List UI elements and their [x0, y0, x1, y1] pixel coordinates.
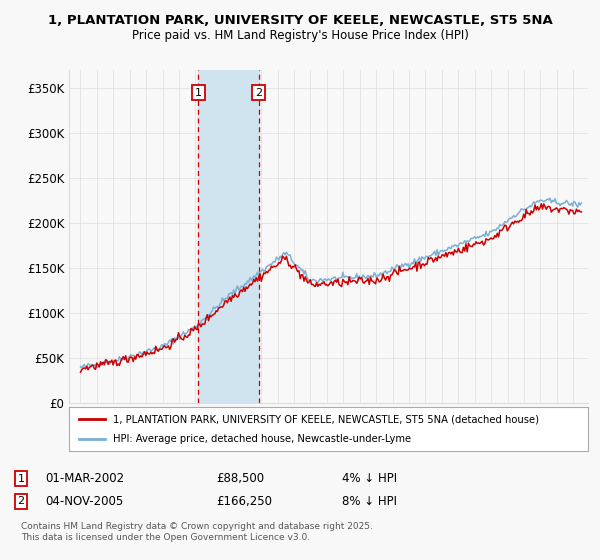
Text: Contains HM Land Registry data © Crown copyright and database right 2025.: Contains HM Land Registry data © Crown c… [21, 522, 373, 531]
Text: 1, PLANTATION PARK, UNIVERSITY OF KEELE, NEWCASTLE, ST5 5NA: 1, PLANTATION PARK, UNIVERSITY OF KEELE,… [47, 14, 553, 27]
Text: £166,250: £166,250 [216, 494, 272, 508]
Text: 1, PLANTATION PARK, UNIVERSITY OF KEELE, NEWCASTLE, ST5 5NA (detached house): 1, PLANTATION PARK, UNIVERSITY OF KEELE,… [113, 414, 539, 424]
Text: 2: 2 [17, 496, 25, 506]
Text: 01-MAR-2002: 01-MAR-2002 [45, 472, 124, 486]
Text: 1: 1 [17, 474, 25, 484]
Text: Price paid vs. HM Land Registry's House Price Index (HPI): Price paid vs. HM Land Registry's House … [131, 29, 469, 42]
Bar [198, 70, 259, 403]
Text: HPI: Average price, detached house, Newcastle-under-Lyme: HPI: Average price, detached house, Newc… [113, 433, 411, 444]
Text: This data is licensed under the Open Government Licence v3.0.: This data is licensed under the Open Gov… [21, 533, 310, 542]
Text: 1: 1 [195, 87, 202, 97]
Text: £88,500: £88,500 [216, 472, 264, 486]
Text: 2: 2 [255, 87, 262, 97]
Text: 04-NOV-2005: 04-NOV-2005 [45, 494, 123, 508]
Text: 4% ↓ HPI: 4% ↓ HPI [342, 472, 397, 486]
Text: 8% ↓ HPI: 8% ↓ HPI [342, 494, 397, 508]
